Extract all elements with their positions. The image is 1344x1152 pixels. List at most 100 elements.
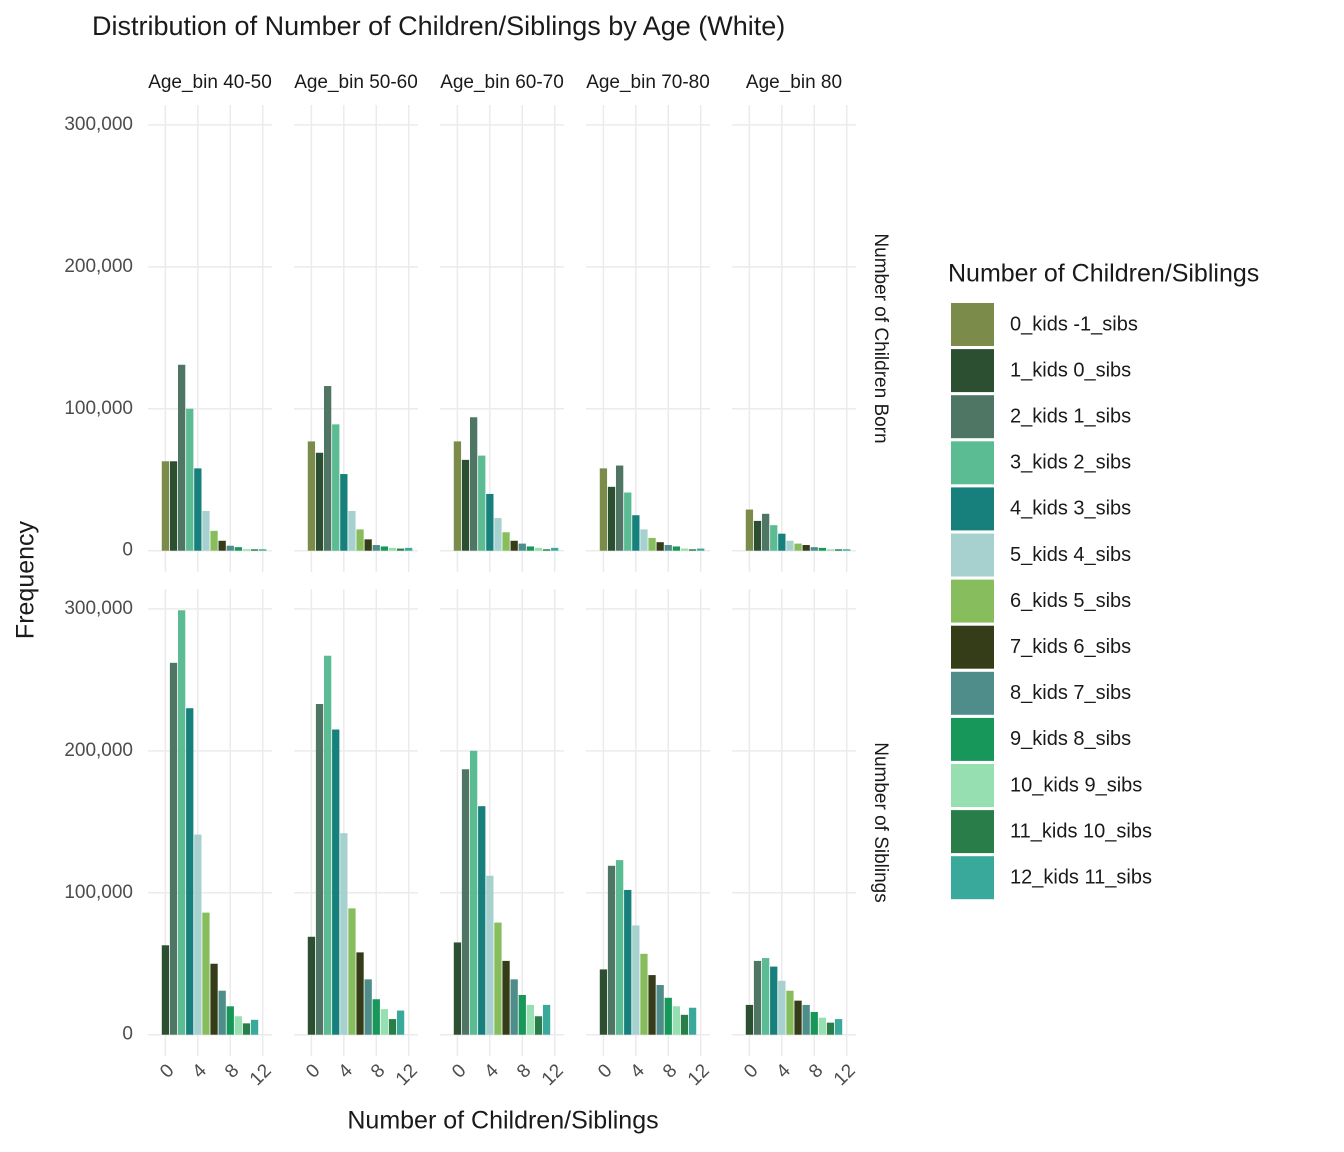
bar — [542, 549, 551, 551]
legend-label: 10_kids 9_sibs — [1010, 774, 1142, 796]
bar — [664, 545, 672, 551]
bar — [226, 545, 234, 551]
bar — [648, 975, 656, 1035]
bar — [794, 543, 802, 551]
chart-title: Distribution of Number of Children/Sibli… — [92, 11, 785, 41]
bar — [510, 540, 518, 551]
bar — [348, 510, 356, 551]
bar — [510, 979, 518, 1035]
bar — [632, 925, 640, 1035]
bar — [218, 990, 226, 1035]
bar — [753, 520, 762, 551]
x-tick-label: 12 — [830, 1060, 860, 1090]
row-strip-label: Number of Siblings — [870, 742, 891, 903]
bar — [615, 465, 624, 551]
x-tick-label: 0 — [448, 1060, 470, 1082]
bar — [340, 474, 348, 551]
bar — [761, 958, 770, 1035]
legend-label: 0_kids -1_sibs — [1010, 313, 1138, 335]
legend-label: 4_kids 3_sibs — [1010, 498, 1131, 520]
bar — [656, 985, 664, 1035]
bar — [161, 461, 170, 551]
bar — [242, 549, 251, 551]
bar — [340, 833, 348, 1035]
x-tick-label: 8 — [367, 1060, 389, 1082]
bar — [194, 468, 202, 551]
bar — [794, 1000, 802, 1035]
bar — [640, 529, 648, 551]
legend-key — [951, 487, 994, 531]
legend-key — [951, 579, 994, 623]
bar — [770, 525, 778, 551]
bar — [388, 547, 397, 551]
x-axis-label: Number of Children/Siblings — [347, 1107, 658, 1135]
legend-key — [951, 441, 994, 485]
legend-key — [951, 349, 994, 393]
bar — [599, 468, 608, 551]
x-tick-label: 0 — [302, 1060, 324, 1082]
legend-key — [951, 395, 994, 439]
bar — [315, 703, 324, 1035]
bar — [453, 942, 462, 1035]
y-tick-label: 200,000 — [64, 256, 133, 277]
x-tick-label: 12 — [246, 1060, 276, 1090]
bar — [380, 546, 389, 551]
bar — [802, 545, 810, 551]
bar — [348, 908, 356, 1035]
bar — [640, 953, 648, 1035]
bar — [542, 1004, 551, 1035]
bar — [469, 417, 478, 551]
x-tick-label: 12 — [538, 1060, 568, 1090]
legend-label: 1_kids 0_sibs — [1010, 359, 1131, 381]
bar — [688, 549, 697, 551]
bar — [332, 729, 340, 1035]
bar — [818, 1017, 827, 1035]
bar — [843, 549, 851, 551]
y-tick-label: 200,000 — [64, 740, 133, 761]
bar — [615, 860, 624, 1035]
bar — [834, 549, 843, 551]
legend-key — [951, 717, 994, 761]
bar — [551, 547, 559, 551]
bar — [786, 540, 794, 551]
y-tick-label: 300,000 — [64, 114, 133, 135]
x-tick-label: 4 — [773, 1060, 796, 1083]
bar — [234, 1016, 243, 1035]
bar — [218, 540, 226, 551]
legend-key — [951, 764, 994, 807]
x-tick-label: 4 — [481, 1060, 504, 1083]
bar — [315, 452, 324, 551]
bar — [169, 662, 178, 1035]
bar — [469, 750, 478, 1035]
bar — [770, 966, 778, 1035]
bar — [307, 441, 316, 551]
y-axis-label: Frequency — [12, 520, 40, 639]
bar — [177, 364, 186, 551]
bar — [648, 537, 656, 551]
bar — [526, 546, 535, 551]
legend-label: 12_kids 11_sibs — [1010, 866, 1152, 888]
x-tick-label: 8 — [513, 1060, 535, 1082]
bar — [186, 408, 194, 551]
legend-label: 2_kids 1_sibs — [1010, 405, 1131, 427]
y-tick-label: 300,000 — [64, 598, 133, 619]
bar — [778, 980, 786, 1035]
x-tick-label: 8 — [221, 1060, 243, 1082]
bar — [672, 1006, 681, 1035]
legend-title: Number of Children/Siblings — [948, 260, 1259, 288]
bar — [607, 486, 616, 551]
bar — [826, 549, 835, 551]
legend-label: 7_kids 6_sibs — [1010, 636, 1131, 658]
x-tick-label: 4 — [627, 1060, 650, 1083]
bar — [632, 515, 640, 551]
bar — [486, 875, 494, 1035]
bar — [502, 960, 510, 1035]
legend-key — [951, 671, 994, 715]
column-strip-label: Age_bin 40-50 — [148, 72, 272, 93]
bar — [177, 610, 186, 1035]
bar — [364, 979, 372, 1035]
legend-key — [951, 625, 994, 669]
bar — [518, 994, 526, 1035]
y-tick-label: 0 — [122, 1024, 133, 1045]
